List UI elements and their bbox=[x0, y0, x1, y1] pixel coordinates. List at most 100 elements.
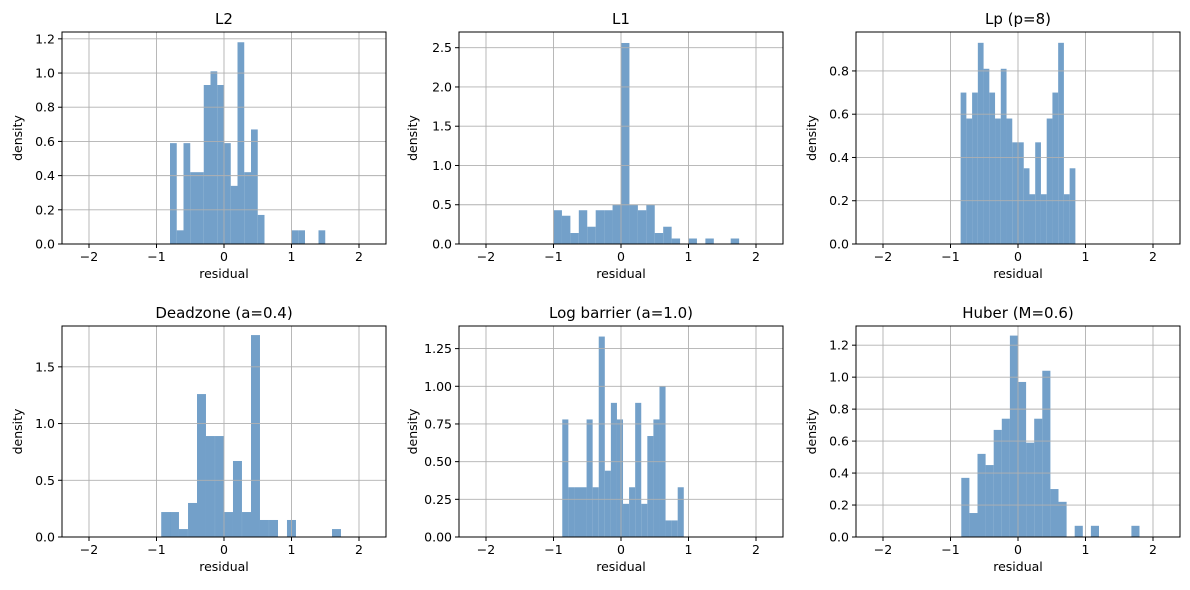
x-tick-label: 0 bbox=[1014, 542, 1022, 557]
histogram-bar bbox=[318, 230, 326, 244]
y-tick-label: 1.0 bbox=[432, 158, 452, 173]
y-axis-label: density bbox=[10, 114, 25, 160]
histogram-bar bbox=[985, 465, 994, 537]
histogram-bar bbox=[257, 214, 265, 244]
chart-title: Lp (p=8) bbox=[985, 10, 1051, 28]
histogram-bar bbox=[1001, 418, 1010, 537]
chart-panel-6: −2 −1 0 1 2 0.0 0.2 0.4 0.6 0.8 1.0 1.2 Huber (M=0.6… bbox=[804, 304, 1181, 574]
histogram-bar bbox=[961, 477, 970, 537]
histogram-bar bbox=[580, 487, 587, 537]
histogram-bar bbox=[1042, 370, 1051, 537]
y-tick-label: 1.2 bbox=[35, 31, 55, 46]
histogram-bar bbox=[587, 226, 596, 244]
histogram-bar bbox=[1006, 118, 1013, 244]
x-tick-label: 2 bbox=[1149, 249, 1157, 264]
x-tick-label: −1 bbox=[544, 542, 562, 557]
y-tick-label: 0.0 bbox=[432, 237, 452, 252]
histogram-bar bbox=[1050, 489, 1059, 537]
x-axis-label: residual bbox=[993, 266, 1043, 281]
histogram-bar bbox=[1069, 168, 1076, 244]
x-tick-label: 1 bbox=[1082, 249, 1090, 264]
y-tick-label: 1.0 bbox=[35, 66, 55, 81]
histogram-bar bbox=[604, 210, 613, 244]
y-tick-label: 0.2 bbox=[829, 193, 849, 208]
histogram-bar bbox=[1012, 142, 1018, 244]
y-tick-label: 2.5 bbox=[432, 40, 452, 55]
x-tick-label: 1 bbox=[288, 249, 296, 264]
y-tick-label: 0.25 bbox=[424, 492, 452, 507]
histogram-bar bbox=[653, 419, 660, 537]
x-tick-label: −2 bbox=[874, 542, 892, 557]
y-tick-label: 2.0 bbox=[432, 79, 452, 94]
y-tick-label: 1.0 bbox=[35, 416, 55, 431]
histogram-bar bbox=[1040, 194, 1047, 244]
histogram-bar bbox=[1131, 525, 1140, 537]
histogram-bar bbox=[983, 68, 990, 244]
x-tick-label: 2 bbox=[1149, 542, 1157, 557]
histogram-bar bbox=[210, 71, 218, 244]
histogram-bar bbox=[561, 215, 571, 244]
histogram-bar bbox=[586, 419, 593, 537]
histogram-bar bbox=[570, 233, 579, 244]
histogram-bar bbox=[730, 238, 740, 244]
y-tick-label: 0.50 bbox=[424, 454, 452, 469]
chart-panel-4: −2 −1 0 1 2 0.0 0.5 1.0 1.5 Deadzone (a=0.4) resid… bbox=[10, 304, 387, 574]
x-axis-label: residual bbox=[993, 559, 1043, 574]
y-tick-label: 0.6 bbox=[829, 434, 849, 449]
histogram-bar bbox=[621, 42, 630, 244]
histogram-bar bbox=[259, 519, 269, 537]
histogram-bar bbox=[170, 143, 177, 244]
histogram-bar bbox=[1046, 118, 1053, 244]
histogram-bar bbox=[244, 172, 251, 244]
histogram-bar bbox=[574, 487, 581, 537]
histogram-bar bbox=[647, 436, 654, 537]
x-tick-label: 1 bbox=[685, 542, 693, 557]
histogram-bar bbox=[629, 487, 636, 537]
histogram-bar bbox=[197, 172, 204, 244]
chart-title: Deadzone (a=0.4) bbox=[155, 304, 292, 322]
y-tick-label: 0.4 bbox=[829, 466, 849, 481]
x-tick-label: 2 bbox=[355, 542, 363, 557]
histogram-bar bbox=[197, 394, 206, 537]
histogram-bar bbox=[623, 503, 630, 537]
histogram-bar bbox=[178, 529, 188, 537]
x-tick-label: −1 bbox=[544, 249, 562, 264]
histogram-bar bbox=[1023, 168, 1030, 244]
histogram-bar bbox=[190, 172, 197, 244]
histogram-bar bbox=[1052, 92, 1059, 244]
histogram-bar bbox=[1000, 68, 1007, 244]
histogram-bar bbox=[1058, 501, 1067, 537]
histogram-bar bbox=[629, 204, 638, 244]
histogram-bar bbox=[671, 238, 681, 244]
x-tick-label: 0 bbox=[617, 249, 625, 264]
histogram-bar bbox=[1090, 525, 1099, 537]
x-tick-label: −2 bbox=[874, 249, 892, 264]
histogram-bar bbox=[610, 402, 617, 537]
histogram-bar bbox=[215, 436, 224, 537]
histogram-bar bbox=[562, 419, 569, 537]
histogram-bar bbox=[1018, 381, 1027, 537]
y-axis-label: density bbox=[405, 408, 420, 454]
histogram-bar bbox=[989, 92, 996, 244]
y-tick-label: 1.5 bbox=[35, 359, 55, 374]
x-tick-label: 0 bbox=[617, 542, 625, 557]
x-tick-label: −1 bbox=[147, 249, 165, 264]
y-tick-label: 0.2 bbox=[35, 202, 55, 217]
x-tick-label: 1 bbox=[685, 249, 693, 264]
histogram-bar bbox=[671, 520, 678, 537]
histogram-bar bbox=[217, 85, 224, 244]
y-tick-label: 0.00 bbox=[424, 530, 452, 545]
chart-panel-1: −2 −1 0 1 2 0.0 0.2 0.4 0.6 0.8 1.0 1.2 L2 residual de… bbox=[10, 10, 387, 281]
x-axis-label: residual bbox=[199, 559, 249, 574]
histogram-bar bbox=[161, 512, 171, 537]
histogram-bar bbox=[977, 453, 986, 537]
y-tick-label: 0.6 bbox=[829, 107, 849, 122]
x-tick-label: −2 bbox=[80, 249, 98, 264]
histogram-bar bbox=[232, 460, 242, 537]
x-tick-label: 1 bbox=[1082, 542, 1090, 557]
x-tick-label: −1 bbox=[147, 542, 165, 557]
x-tick-label: 2 bbox=[355, 249, 363, 264]
histogram-bar bbox=[242, 512, 251, 537]
x-tick-label: 2 bbox=[752, 542, 760, 557]
histogram-bar bbox=[604, 470, 611, 537]
